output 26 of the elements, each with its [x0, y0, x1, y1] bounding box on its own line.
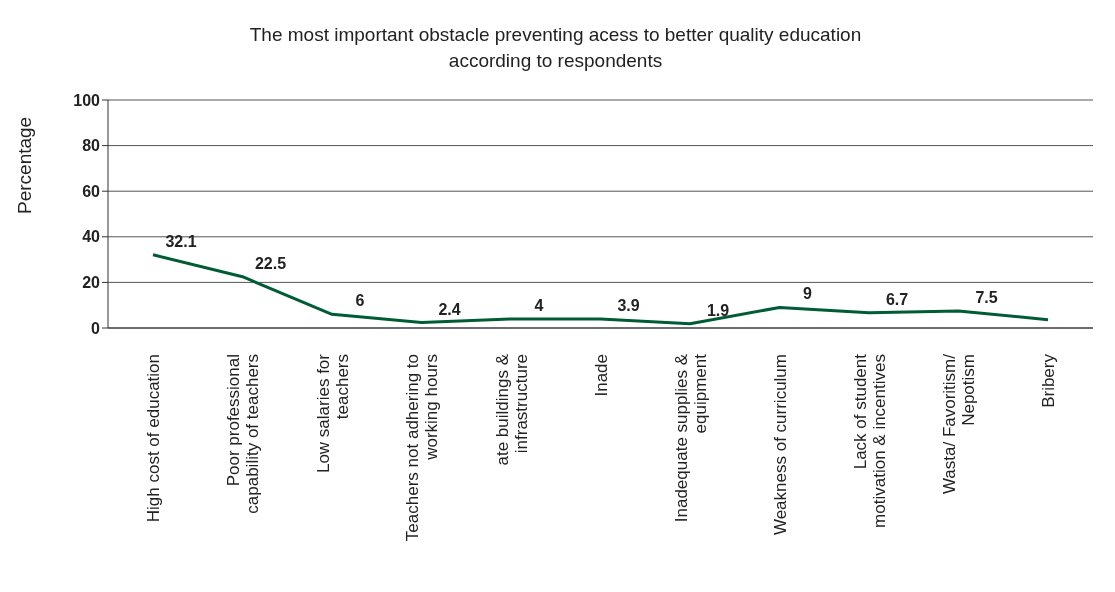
data-label: 9: [803, 285, 813, 303]
x-tick-label: Bribery: [1039, 353, 1058, 408]
data-label: 22.5: [254, 254, 287, 272]
y-axis-title: Percentage: [13, 116, 35, 214]
y-tick-label: 80: [82, 137, 101, 155]
line-series: [151, 253, 1050, 326]
data-label: 7.5: [975, 288, 998, 306]
data-label: 6: [355, 292, 365, 310]
data-label: 6.7: [885, 290, 909, 308]
x-tick-label: Inadequate supplies & equipment: [671, 353, 710, 523]
y-tick-label: 60: [82, 182, 101, 200]
x-tick-label: Inade: [591, 354, 611, 397]
x-tick-label: Weakness of curriculum: [770, 354, 790, 536]
x-tick-label: Poor professional capability of teachers: [224, 354, 262, 514]
data-label: 3.9: [617, 297, 640, 315]
data-label: 32.1: [165, 232, 197, 250]
data-label: 1.9: [706, 301, 730, 319]
x-tick-label: Low salaries for teachers: [313, 353, 352, 474]
y-tick-label: 40: [82, 228, 101, 246]
chart-title: The most important obstacle preventing acess to better quality education according to respondents: [248, 23, 863, 73]
y-tick-label: 20: [82, 274, 101, 292]
y-tick-label: 100: [73, 91, 101, 109]
data-label: 4: [534, 296, 544, 314]
data-label: 2.4: [438, 300, 461, 318]
y-tick-label: 0: [91, 319, 101, 337]
x-tick-label: High cost of education: [144, 354, 163, 523]
